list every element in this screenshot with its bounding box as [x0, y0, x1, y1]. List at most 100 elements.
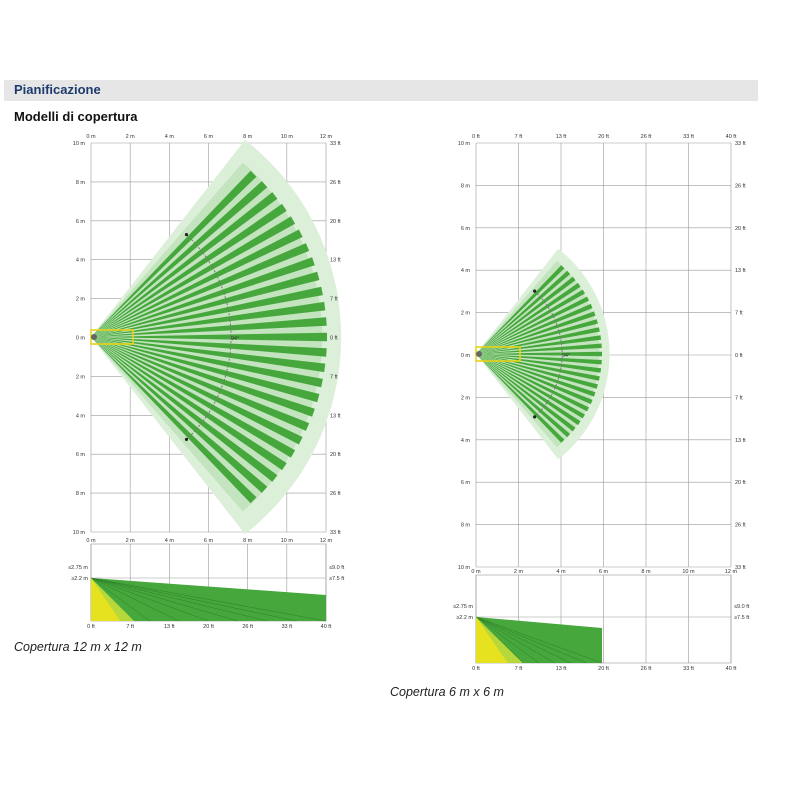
- cov0-right-tick-label: 33 ft: [330, 530, 341, 536]
- cov1-left-tick-label: 4 m: [461, 268, 471, 274]
- cov0-left-tick-label: 4 m: [76, 413, 86, 419]
- cov0-right-tick-label: 7 ft: [330, 374, 338, 380]
- cov1-beam: [476, 354, 576, 432]
- cov0-right-tick-label: 20 ft: [330, 219, 341, 225]
- cov1-right-tick-label: 33 ft: [735, 565, 746, 571]
- cov0-top-tick-label: 0 m: [86, 134, 96, 140]
- cov1-left-tick-label: 6 m: [461, 480, 471, 486]
- cov1-beam: [476, 319, 598, 354]
- cov0-left-tick-label: 8 m: [76, 180, 86, 186]
- cov0-side-fan-line: [90, 577, 238, 622]
- cov0-left-tick-label: 2 m: [76, 297, 86, 303]
- cov1-beam: [476, 343, 602, 354]
- cov1-left-tick-label: 2 m: [461, 395, 471, 401]
- cov1-left-tick-label: 4 m: [461, 438, 471, 444]
- cov0-beam: [91, 170, 257, 337]
- cov0-side-bottom-tick-label: 33 ft: [281, 624, 292, 630]
- cov0-beam: [91, 337, 257, 504]
- cov1-top-tick-label: 26 ft: [641, 134, 652, 140]
- cov0-left-tick-label: 4 m: [76, 258, 86, 264]
- cov1-side-fan-line: [475, 616, 555, 664]
- cov1-beam: [476, 354, 571, 438]
- cov0-beam: [91, 337, 278, 482]
- cov0-side-fan-line: [90, 577, 150, 622]
- cov1-beam: [476, 354, 602, 373]
- cov0-top-tick-label: 2 m: [126, 134, 136, 140]
- cov1-left-tick-label: 10 m: [458, 565, 471, 571]
- cov0-side-bottom-tick-label: 7 ft: [126, 624, 134, 630]
- cov1-side-top-tick-label: 4 m: [556, 569, 566, 575]
- cov1-side-height-min-label: ≥2.2 m: [456, 615, 473, 621]
- cov1-left-tick-label: 8 m: [461, 183, 471, 189]
- cov1-side-fan-line: [475, 616, 603, 664]
- cov0-beam: [91, 337, 287, 471]
- cov1-right-tick-label: 26 ft: [735, 523, 746, 529]
- cov0-right-tick-label: 20 ft: [330, 452, 341, 458]
- cov1-right-tick-label: 7 ft: [735, 311, 743, 317]
- cov0-side-top-tick-label: 0 m: [86, 538, 96, 544]
- cov0-side-fan-line: [90, 577, 180, 622]
- cov0-top-tick-label: 10 m: [281, 134, 294, 140]
- cov0-side-top-tick-label: 6 m: [204, 538, 214, 544]
- cov0-left-tick-label: 6 m: [76, 452, 86, 458]
- cov0-side-fan-line: [90, 577, 268, 622]
- cov1-side-top-tick-label: 8 m: [641, 569, 651, 575]
- caption-12m: Copertura 12 m x 12 m: [14, 640, 142, 654]
- cov1-beam: [476, 354, 581, 426]
- cov1-side-height-min-ft-label: ≥7.5 ft: [734, 615, 750, 621]
- cov1-top-tick-label: 20 ft: [598, 134, 609, 140]
- cov1-left-tick-label: 0 m: [461, 353, 471, 359]
- cov0-top-tick-label: 4 m: [165, 134, 175, 140]
- cov0-arc-end-dot: [184, 437, 189, 441]
- cov1-right-tick-label: 26 ft: [735, 183, 746, 189]
- cov0-beam: [91, 286, 323, 337]
- cov1-beam: [476, 354, 565, 443]
- cov1-beam: [476, 354, 598, 389]
- cov1-left-tick-label: 8 m: [461, 523, 471, 529]
- cov0-side-top-tick-label: 12 m: [320, 538, 333, 544]
- cov0-beam: [91, 181, 268, 337]
- cov1-side-height-max-label: ≤2.75 m: [453, 604, 473, 610]
- cov0-beam: [91, 337, 303, 445]
- cov0-side-fan-line: [90, 577, 297, 622]
- cov0-right-tick-label: 26 ft: [330, 180, 341, 186]
- cov0-side-fan-line: [90, 577, 327, 622]
- cov0-right-tick-label: 13 ft: [330, 413, 341, 419]
- cov1-beam: [476, 354, 596, 397]
- cov1-side-top-tick-label: 2 m: [514, 569, 524, 575]
- cov0-beam: [91, 271, 320, 337]
- cov0-beam: [91, 229, 303, 337]
- cov0-beam: [91, 192, 278, 337]
- cov1-beam: [476, 303, 593, 354]
- cov0-top-tick-label: 6 m: [204, 134, 214, 140]
- cov0-beam: [91, 301, 326, 337]
- cov1-side-bottom-tick-label: 40 ft: [726, 666, 737, 672]
- cov0-beam: [91, 332, 327, 342]
- cov1-beam: [476, 276, 576, 354]
- cov1-beam: [476, 354, 593, 405]
- cov1-beam: [476, 335, 602, 354]
- cov1-side-fan-line: [475, 616, 540, 664]
- cov0-left-tick-label: 6 m: [76, 219, 86, 225]
- cov0-right-tick-label: 7 ft: [330, 297, 338, 303]
- cov0-beam: [91, 337, 310, 431]
- cov1-side-fan-line: [475, 616, 587, 664]
- cov0-side-bottom-tick-label: 26 ft: [242, 624, 253, 630]
- cov1-side-bottom-tick-label: 33 ft: [683, 666, 694, 672]
- cov1-beam: [476, 354, 585, 419]
- cov1-side-top-tick-label: 6 m: [599, 569, 609, 575]
- cov1-side-height-max-ft-label: ≤9.0 ft: [734, 604, 750, 610]
- cov1-right-tick-label: 20 ft: [735, 480, 746, 486]
- cov0-angle-label: 94°: [231, 336, 239, 342]
- cov1-beam: [476, 354, 589, 412]
- cov0-side-bottom-tick-label: 40 ft: [321, 624, 332, 630]
- cov1-side-bottom-tick-label: 0 ft: [472, 666, 480, 672]
- cov0-beam: [91, 317, 327, 337]
- cov0-right-tick-label: 26 ft: [330, 491, 341, 497]
- cov1-top-tick-label: 40 ft: [726, 134, 737, 140]
- cov0-beam: [91, 337, 323, 388]
- cov1-right-tick-label: 20 ft: [735, 226, 746, 232]
- cov0-top-tick-label: 12 m: [320, 134, 333, 140]
- cov1-top-tick-label: 33 ft: [683, 134, 694, 140]
